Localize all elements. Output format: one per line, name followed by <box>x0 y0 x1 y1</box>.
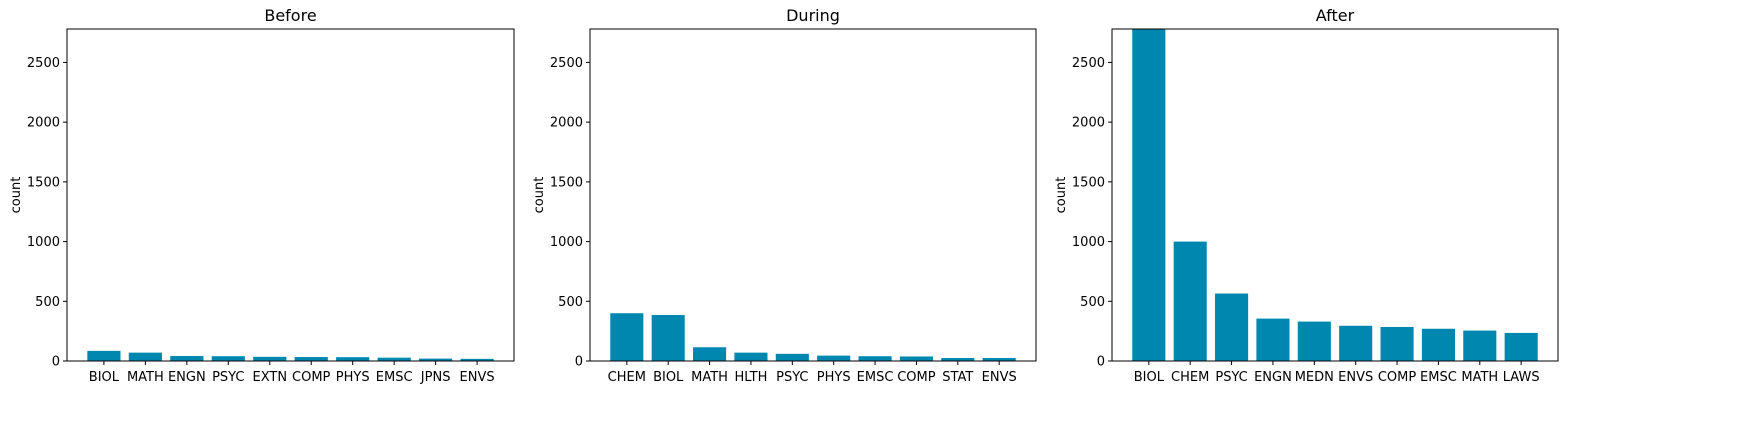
bar-biol <box>87 350 121 361</box>
y-tick-label: 1000 <box>1072 235 1105 250</box>
y-tick-label: 1500 <box>550 175 583 190</box>
y-tick-label: 2500 <box>550 56 583 71</box>
bar-envs <box>460 358 494 361</box>
chart-title: After <box>1316 6 1355 25</box>
y-axis-label: count <box>532 177 547 214</box>
bar-phys <box>817 355 851 361</box>
x-tick-label: CHEM <box>1171 370 1209 385</box>
y-tick-label: 500 <box>558 295 583 310</box>
y-tick-label: 1500 <box>1072 175 1105 190</box>
chart-title: During <box>786 6 840 25</box>
bar-emsc <box>858 356 892 361</box>
bar-math <box>693 347 727 361</box>
x-tick-label: BIOL <box>653 370 684 385</box>
x-tick-label: PHYS <box>817 370 851 385</box>
bar-laws <box>1504 332 1538 361</box>
x-tick-label: ENVS <box>460 370 495 385</box>
bar-psyc <box>1215 293 1249 361</box>
bar-comp <box>899 356 933 361</box>
x-tick-label: PSYC <box>776 370 808 385</box>
x-tick-label: MATH <box>127 370 164 385</box>
x-tick-label: EMSC <box>1420 370 1457 385</box>
y-tick-label: 1500 <box>27 175 60 190</box>
x-tick-label: CHEM <box>608 370 646 385</box>
y-tick-label: 500 <box>1080 295 1105 310</box>
x-tick-label: ENGN <box>1254 370 1292 385</box>
y-tick-label: 500 <box>35 295 60 310</box>
x-tick-label: JPNS <box>420 370 451 385</box>
bar-stat <box>941 358 975 361</box>
bar-engn <box>170 355 204 361</box>
y-tick-label: 1000 <box>27 235 60 250</box>
bar-biol <box>651 315 685 361</box>
y-axis-label: count <box>9 177 24 214</box>
bar-hlth <box>734 352 768 361</box>
chart-title: Before <box>264 6 316 25</box>
y-tick-label: 2000 <box>27 116 60 131</box>
bar-math <box>1463 330 1497 361</box>
plot-frame <box>589 28 1037 362</box>
bar-chem <box>1173 241 1207 361</box>
bar-medn <box>1297 321 1331 361</box>
y-tick-label: 2000 <box>550 116 583 131</box>
bar-chem <box>610 313 644 361</box>
bar-emsc <box>1421 328 1455 361</box>
x-tick-label: EMSC <box>857 370 894 385</box>
x-tick-label: ENGN <box>168 370 206 385</box>
x-tick-label: PHYS <box>336 370 370 385</box>
x-tick-label: EMSC <box>376 370 413 385</box>
x-tick-label: MEDN <box>1295 370 1334 385</box>
x-tick-label: PSYC <box>212 370 244 385</box>
plot-frame <box>66 28 515 362</box>
bar-math <box>128 352 162 361</box>
x-tick-label: HLTH <box>734 370 767 385</box>
chart-panel-1: Before count 0 500 1000 1500 2000 2500 BIOL MATH E… <box>9 6 515 385</box>
bar-envs <box>982 358 1016 361</box>
x-tick-label: MATH <box>691 370 728 385</box>
x-tick-label: ENVS <box>982 370 1017 385</box>
y-tick-label: 2500 <box>27 56 60 71</box>
x-tick-label: COMP <box>292 370 331 385</box>
bar-emsc <box>377 357 411 361</box>
y-tick-label: 1000 <box>550 235 583 250</box>
x-tick-label: BIOL <box>1134 370 1165 385</box>
y-tick-label: 2000 <box>1072 116 1105 131</box>
x-tick-label: STAT <box>942 370 973 385</box>
bar-jpns <box>419 358 453 361</box>
bar-comp <box>294 357 328 361</box>
y-tick-label: 0 <box>575 355 583 370</box>
y-tick-label: 0 <box>52 355 60 370</box>
x-tick-label: MATH <box>1461 370 1498 385</box>
bar-extn <box>253 356 287 361</box>
x-tick-label: BIOL <box>89 370 120 385</box>
x-tick-label: COMP <box>1378 370 1417 385</box>
y-tick-label: 2500 <box>1072 56 1105 71</box>
bar-psyc <box>211 356 245 361</box>
bar-biol <box>1132 29 1166 361</box>
x-tick-label: LAWS <box>1503 370 1540 385</box>
chart-panel-3: After count 0 500 1000 1500 2000 2500 BIOL CHEM PS… <box>1054 6 1559 385</box>
chart-panel-2: During count 0 500 1000 1500 2000 2500 CHEM BIOL M… <box>532 6 1037 385</box>
y-tick-label: 0 <box>1097 355 1105 370</box>
bar-psyc <box>775 353 809 361</box>
plot-frame <box>1111 28 1559 362</box>
y-axis-label: count <box>1054 177 1069 214</box>
bar-comp <box>1380 326 1414 361</box>
x-tick-label: EXTN <box>252 370 287 385</box>
x-tick-label: COMP <box>897 370 936 385</box>
x-tick-label: PSYC <box>1215 370 1247 385</box>
bar-envs <box>1339 325 1373 361</box>
x-tick-label: ENVS <box>1338 370 1373 385</box>
bar-phys <box>336 357 370 361</box>
bar-engn <box>1256 318 1290 361</box>
